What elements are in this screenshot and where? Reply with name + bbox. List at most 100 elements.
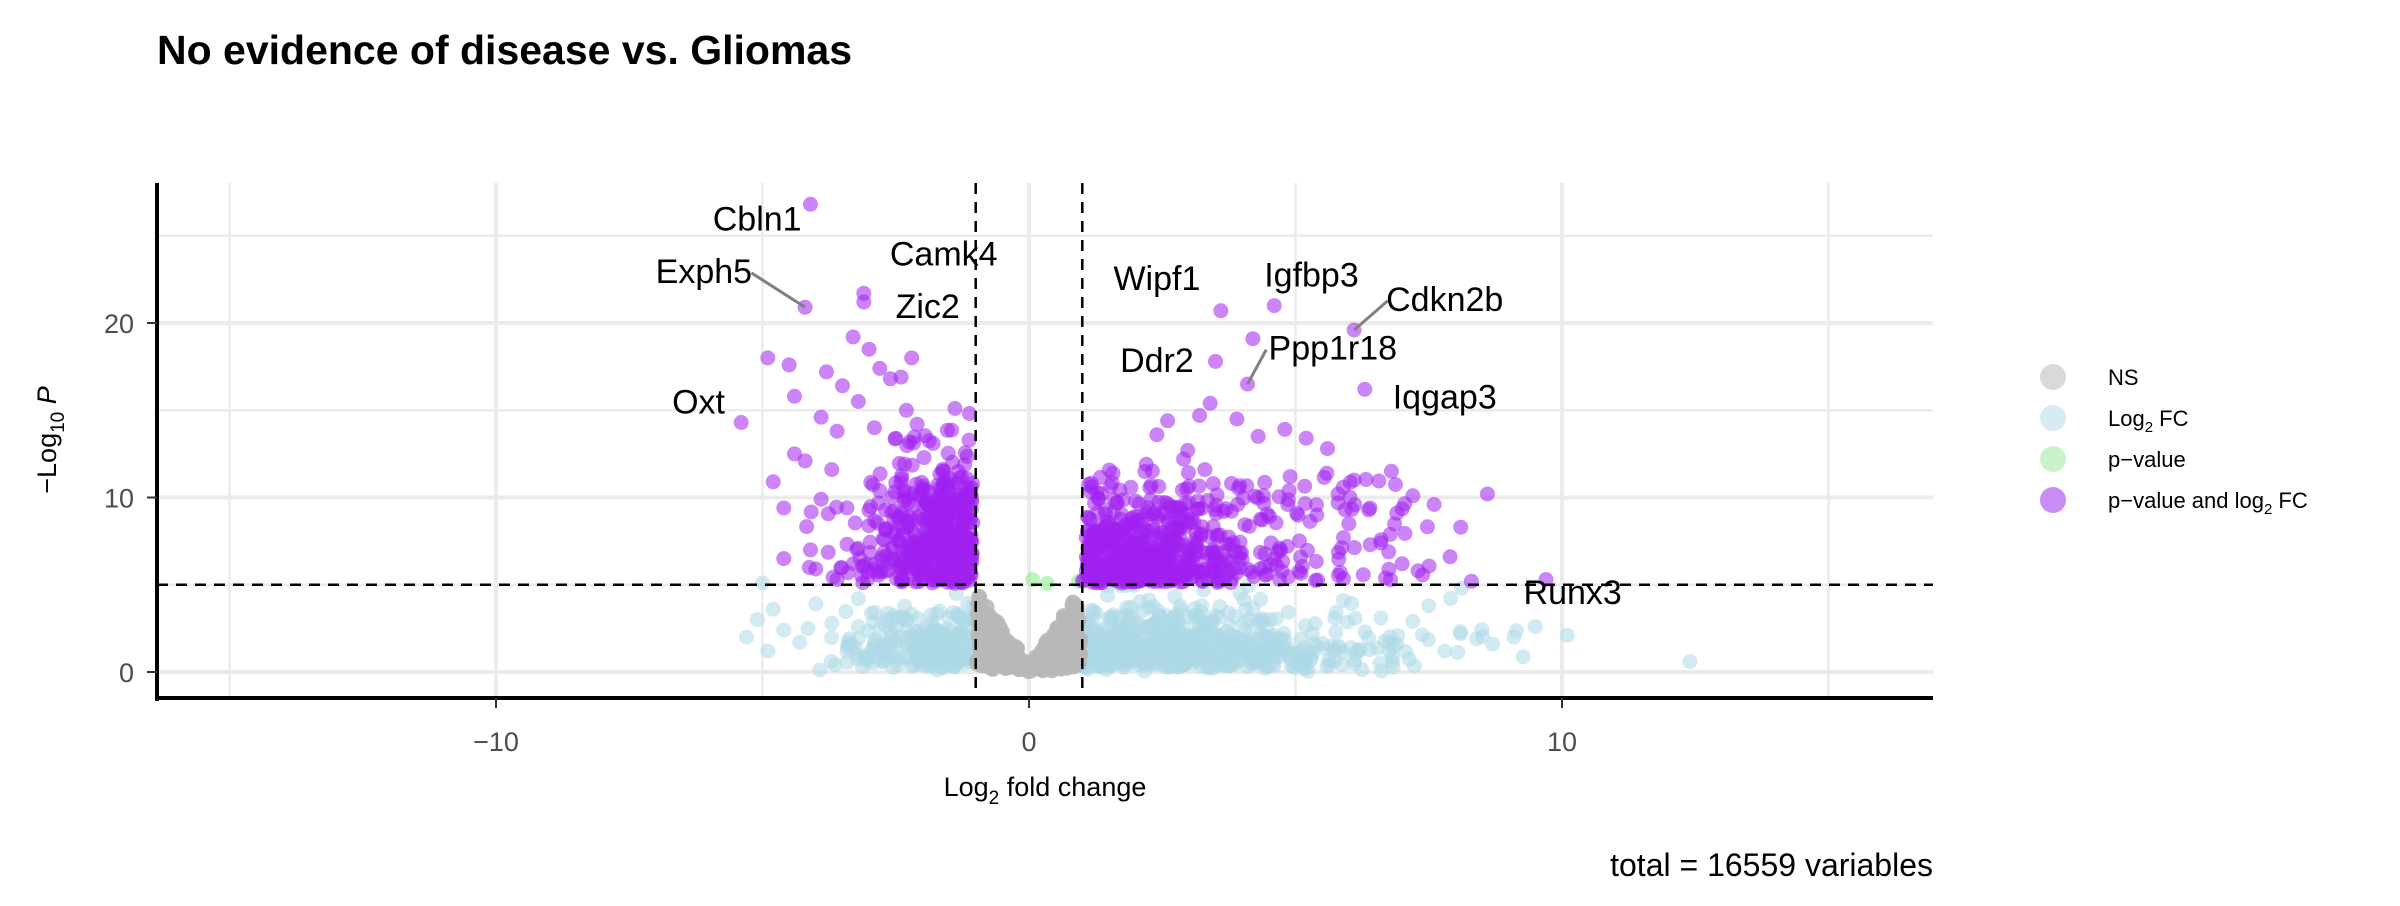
gene-label-igfbp3: Igfbp3 (1264, 256, 1359, 294)
point-both (1109, 495, 1125, 511)
point-both (861, 341, 877, 357)
point-both (1197, 462, 1213, 478)
point-both (884, 489, 900, 505)
label-connector (1353, 299, 1389, 332)
point-fc (956, 651, 972, 667)
point-both (898, 560, 914, 576)
point-fc (1406, 658, 1422, 674)
point-both (1290, 507, 1306, 523)
point-both (820, 506, 836, 522)
point-both (1268, 515, 1284, 531)
point-fc (1276, 641, 1292, 656)
point-both (1213, 303, 1229, 319)
point-both (866, 420, 882, 436)
point-ns (1014, 659, 1030, 675)
point-both (776, 551, 792, 567)
point-fc (1085, 608, 1101, 624)
point-both (1309, 507, 1325, 523)
label-connectors (750, 271, 1389, 385)
label-connector (1246, 348, 1268, 385)
point-both (962, 487, 978, 503)
point-both (1112, 521, 1128, 537)
point-fc (800, 621, 816, 637)
point-fc (1315, 636, 1331, 652)
point-fc (760, 643, 776, 659)
point-both (1419, 519, 1435, 535)
point-both (797, 453, 813, 469)
point-both (1373, 535, 1389, 551)
point-fc (1450, 644, 1466, 660)
point-fc (1682, 654, 1698, 669)
point-both (1383, 463, 1399, 479)
point-both (1277, 421, 1293, 437)
point-both (1149, 427, 1165, 443)
point-both (1205, 543, 1221, 559)
point-fc (1253, 591, 1269, 607)
caption-total: total = 16559 variables (1610, 847, 1933, 883)
point-both (958, 550, 973, 566)
legend-label-both: p−value and log2 FC (2108, 488, 2308, 518)
point-both (1538, 572, 1554, 587)
point-fc (1283, 658, 1299, 674)
point-both (1293, 566, 1309, 581)
point-both (1130, 555, 1146, 571)
point-both (1308, 554, 1324, 569)
point-both (872, 360, 888, 376)
point-both (1165, 571, 1181, 587)
gene-label-cdkn2b: Cdkn2b (1386, 281, 1503, 319)
point-both (1330, 486, 1346, 502)
point-both (1163, 532, 1179, 548)
point-both (1112, 547, 1127, 563)
point-fc (861, 623, 877, 639)
point-both (787, 446, 802, 462)
point-fc (850, 591, 866, 607)
point-both (1397, 526, 1413, 541)
point-both (1208, 353, 1223, 369)
point-ns (1069, 626, 1085, 642)
gene-label-ddr2: Ddr2 (1120, 342, 1194, 380)
point-fc (1357, 624, 1373, 640)
point-fc (1354, 662, 1370, 678)
point-both (1300, 542, 1315, 558)
point-both (924, 500, 940, 516)
point-fc (1280, 604, 1296, 620)
point-both (909, 416, 925, 432)
point-both (1405, 488, 1421, 504)
point-both (1144, 530, 1159, 546)
point-both (1174, 482, 1190, 498)
point-both (1129, 509, 1145, 525)
point-both (1229, 411, 1245, 427)
point-both (1479, 486, 1495, 502)
point-both (1362, 500, 1378, 516)
point-both (1128, 493, 1144, 509)
point-both (824, 462, 840, 478)
point-fc (792, 634, 808, 650)
point-both (914, 485, 930, 501)
x-axis-title: Log2 fold change (944, 772, 1147, 809)
point-both (1280, 497, 1296, 512)
point-fc (1224, 643, 1240, 659)
point-both (1186, 514, 1202, 530)
point-both (765, 474, 781, 490)
point-both (1297, 496, 1313, 512)
point-both (1245, 331, 1261, 347)
point-both (936, 564, 952, 580)
point-fc (1443, 590, 1459, 606)
point-both (956, 536, 972, 552)
point-ns (1007, 647, 1023, 663)
label-connector (750, 271, 806, 309)
point-fc (1142, 600, 1158, 616)
point-both (1266, 298, 1282, 314)
point-fc (1373, 610, 1389, 626)
legend-swatch-pvalue (2040, 446, 2066, 472)
point-both (850, 394, 866, 409)
legend-label-ns: NS (2108, 365, 2139, 390)
point-both (901, 495, 917, 511)
y-axis-title: −Log10 P (32, 386, 69, 493)
point-both (1147, 505, 1162, 521)
point-both (803, 542, 818, 558)
point-fc (1347, 610, 1363, 626)
point-fc (1349, 645, 1365, 661)
point-fc (827, 657, 843, 673)
point-both (1410, 563, 1426, 579)
